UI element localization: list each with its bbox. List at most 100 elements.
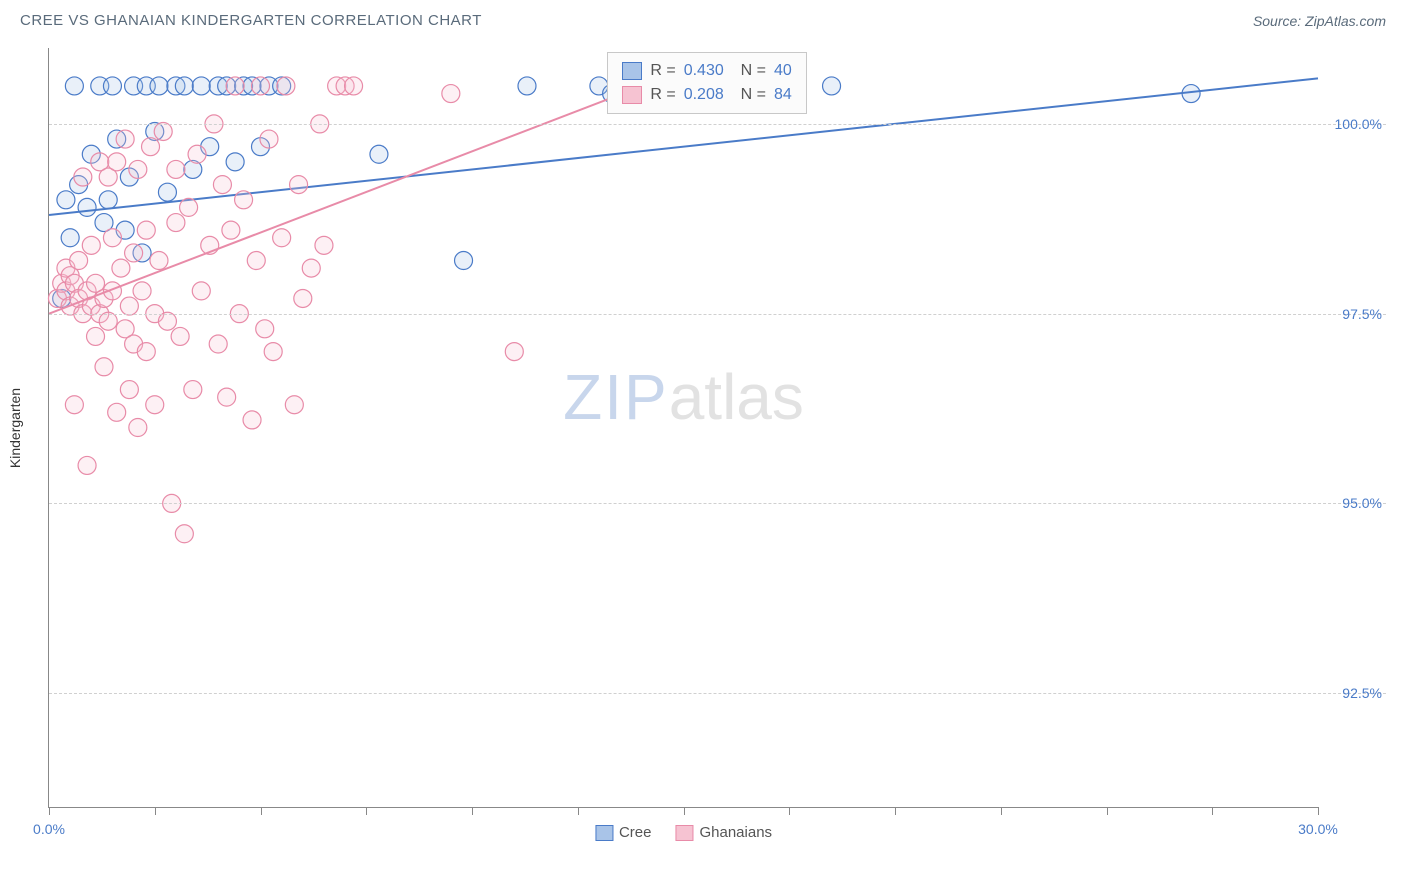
data-point: [120, 381, 138, 399]
data-point: [285, 396, 303, 414]
data-point: [167, 160, 185, 178]
chart-title: CREE VS GHANAIAN KINDERGARTEN CORRELATIO…: [20, 12, 482, 29]
data-point: [150, 77, 168, 95]
data-point: [218, 388, 236, 406]
x-tick: [1001, 807, 1002, 815]
legend-n-label: N =: [732, 59, 766, 83]
data-point: [129, 160, 147, 178]
data-point: [277, 77, 295, 95]
data-point: [345, 77, 363, 95]
source-attribution: Source: ZipAtlas.com: [1253, 13, 1386, 29]
data-point: [95, 358, 113, 376]
legend-n-label: N =: [732, 83, 766, 107]
x-tick: [684, 807, 685, 815]
data-point: [175, 525, 193, 543]
plot-area: Kindergarten ZIPatlas R = 0.430 N = 40R …: [48, 48, 1318, 808]
data-point: [99, 312, 117, 330]
data-point: [137, 221, 155, 239]
legend-n-value: 84: [774, 83, 792, 107]
data-point: [260, 130, 278, 148]
x-tick: [1107, 807, 1108, 815]
data-point: [252, 77, 270, 95]
data-point: [226, 153, 244, 171]
legend-r-label: R =: [650, 83, 675, 107]
x-tick: [578, 807, 579, 815]
data-point: [256, 320, 274, 338]
data-point: [150, 252, 168, 270]
legend-swatch: [622, 62, 642, 80]
data-point: [158, 183, 176, 201]
x-tick: [895, 807, 896, 815]
legend-swatch: [595, 825, 613, 841]
data-point: [370, 145, 388, 163]
x-tick: [472, 807, 473, 815]
data-point: [82, 236, 100, 254]
data-point: [103, 229, 121, 247]
data-point: [129, 419, 147, 437]
data-point: [290, 176, 308, 194]
data-point: [158, 312, 176, 330]
y-tick-label: 100.0%: [1335, 116, 1382, 132]
data-point: [442, 85, 460, 103]
series-name: Ghanaians: [699, 824, 772, 841]
legend-n-value: 40: [774, 59, 792, 83]
gridline-h: [49, 314, 1386, 315]
data-point: [184, 381, 202, 399]
data-point: [188, 145, 206, 163]
series-name: Cree: [619, 824, 652, 841]
gridline-h: [49, 124, 1386, 125]
legend-row: R = 0.430 N = 40: [622, 59, 791, 83]
data-point: [142, 138, 160, 156]
data-point: [518, 77, 536, 95]
data-point: [226, 77, 244, 95]
data-point: [133, 282, 151, 300]
data-point: [264, 343, 282, 361]
data-point: [108, 403, 126, 421]
data-point: [99, 191, 117, 209]
data-point: [154, 122, 172, 140]
x-tick-label: 30.0%: [1298, 821, 1338, 837]
chart-container: Kindergarten ZIPatlas R = 0.430 N = 40R …: [48, 48, 1386, 856]
data-point: [823, 77, 841, 95]
data-point: [87, 327, 105, 345]
legend-swatch: [675, 825, 693, 841]
legend-r-label: R =: [650, 59, 675, 83]
gridline-h: [49, 693, 1386, 694]
data-point: [116, 130, 134, 148]
data-point: [294, 289, 312, 307]
y-tick-label: 95.0%: [1342, 495, 1382, 511]
data-point: [120, 297, 138, 315]
trend-line: [49, 78, 662, 313]
data-point: [70, 252, 88, 270]
correlation-legend: R = 0.430 N = 40R = 0.208 N = 84: [607, 52, 806, 114]
data-point: [74, 168, 92, 186]
x-tick: [1318, 807, 1319, 815]
bottom-legend-item: Cree: [595, 824, 652, 841]
x-tick: [1212, 807, 1213, 815]
data-point: [78, 456, 96, 474]
data-point: [247, 252, 265, 270]
data-point: [57, 191, 75, 209]
x-tick: [261, 807, 262, 815]
data-point: [209, 335, 227, 353]
x-tick: [789, 807, 790, 815]
gridline-h: [49, 503, 1386, 504]
data-point: [167, 214, 185, 232]
y-axis-label: Kindergarten: [7, 387, 23, 467]
data-point: [213, 176, 231, 194]
data-point: [192, 77, 210, 95]
data-point: [65, 77, 83, 95]
data-point: [243, 411, 261, 429]
legend-row: R = 0.208 N = 84: [622, 83, 791, 107]
data-point: [192, 282, 210, 300]
data-point: [125, 244, 143, 262]
bottom-legend-item: Ghanaians: [675, 824, 772, 841]
data-point: [175, 77, 193, 95]
legend-r-value: 0.430: [684, 59, 724, 83]
data-point: [112, 259, 130, 277]
x-tick: [366, 807, 367, 815]
x-tick: [155, 807, 156, 815]
legend-r-value: 0.208: [684, 83, 724, 107]
data-point: [137, 343, 155, 361]
data-point: [108, 153, 126, 171]
